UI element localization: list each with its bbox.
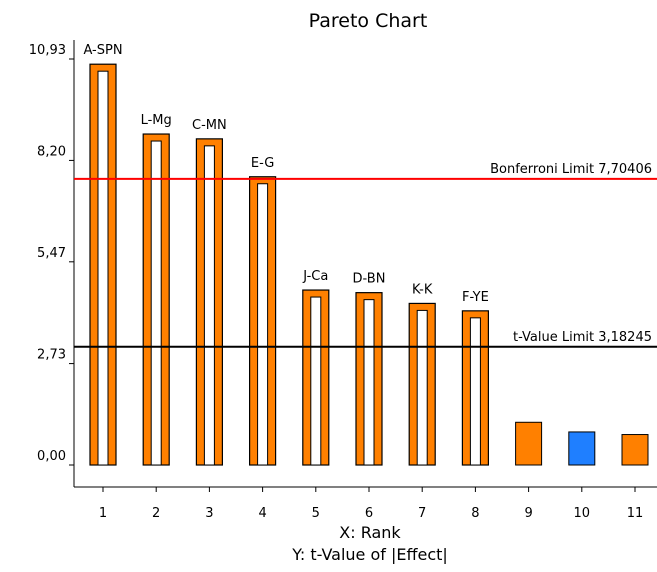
bar-label: L-Mg <box>141 113 172 128</box>
x-tick-label: 5 <box>312 506 320 521</box>
y-axis-title: Y: t-Value of |Effect| <box>291 545 448 564</box>
bar-label: F-YE <box>462 290 489 305</box>
bar-label: K-K <box>412 282 433 297</box>
x-tick-label: 10 <box>574 506 591 521</box>
chart-title: Pareto Chart <box>309 10 428 32</box>
bar-inner <box>97 70 109 466</box>
x-tick-label: 6 <box>365 506 373 521</box>
plot-area: 0,00 2,73 5,47 8,20 10,93 1 A-SPN 2 L-Mg 3 C-MN 4 E-… <box>29 40 657 521</box>
x-tick-label: 2 <box>152 506 160 521</box>
bar <box>515 421 543 466</box>
t-value-limit-label: t-Value Limit 3,18245 <box>513 330 652 345</box>
x-tick-label: 11 <box>627 506 644 521</box>
bar-inner <box>150 140 162 466</box>
bar-inner <box>363 299 375 466</box>
bar-label: D-BN <box>353 272 386 287</box>
bar-label: C-MN <box>192 118 227 133</box>
bar-label: J-Ca <box>302 269 328 284</box>
bar-label: E-G <box>251 156 274 171</box>
x-tick-label: 9 <box>524 506 532 521</box>
y-tick-label: 0,00 <box>37 449 66 464</box>
bar <box>568 431 596 466</box>
bonferroni-limit-label: Bonferroni Limit 7,70406 <box>490 162 652 177</box>
y-tick-label: 2,73 <box>37 348 66 363</box>
bar-inner <box>469 317 481 466</box>
x-tick-label: 8 <box>471 506 479 521</box>
x-tick-label: 3 <box>205 506 213 521</box>
bar-inner <box>416 309 428 466</box>
bar-inner <box>257 183 269 466</box>
x-tick-label: 7 <box>418 506 426 521</box>
x-tick-label: 4 <box>258 506 266 521</box>
x-tick-label: 1 <box>99 506 107 521</box>
bar-inner <box>203 145 215 466</box>
x-axis-title: X: Rank <box>339 523 401 542</box>
bar-inner <box>310 296 322 466</box>
bar <box>621 434 649 466</box>
y-tick-label: 10,93 <box>29 43 66 58</box>
bar-label: A-SPN <box>83 43 122 58</box>
y-tick-label: 8,20 <box>37 144 66 159</box>
y-tick-label: 5,47 <box>37 246 66 261</box>
